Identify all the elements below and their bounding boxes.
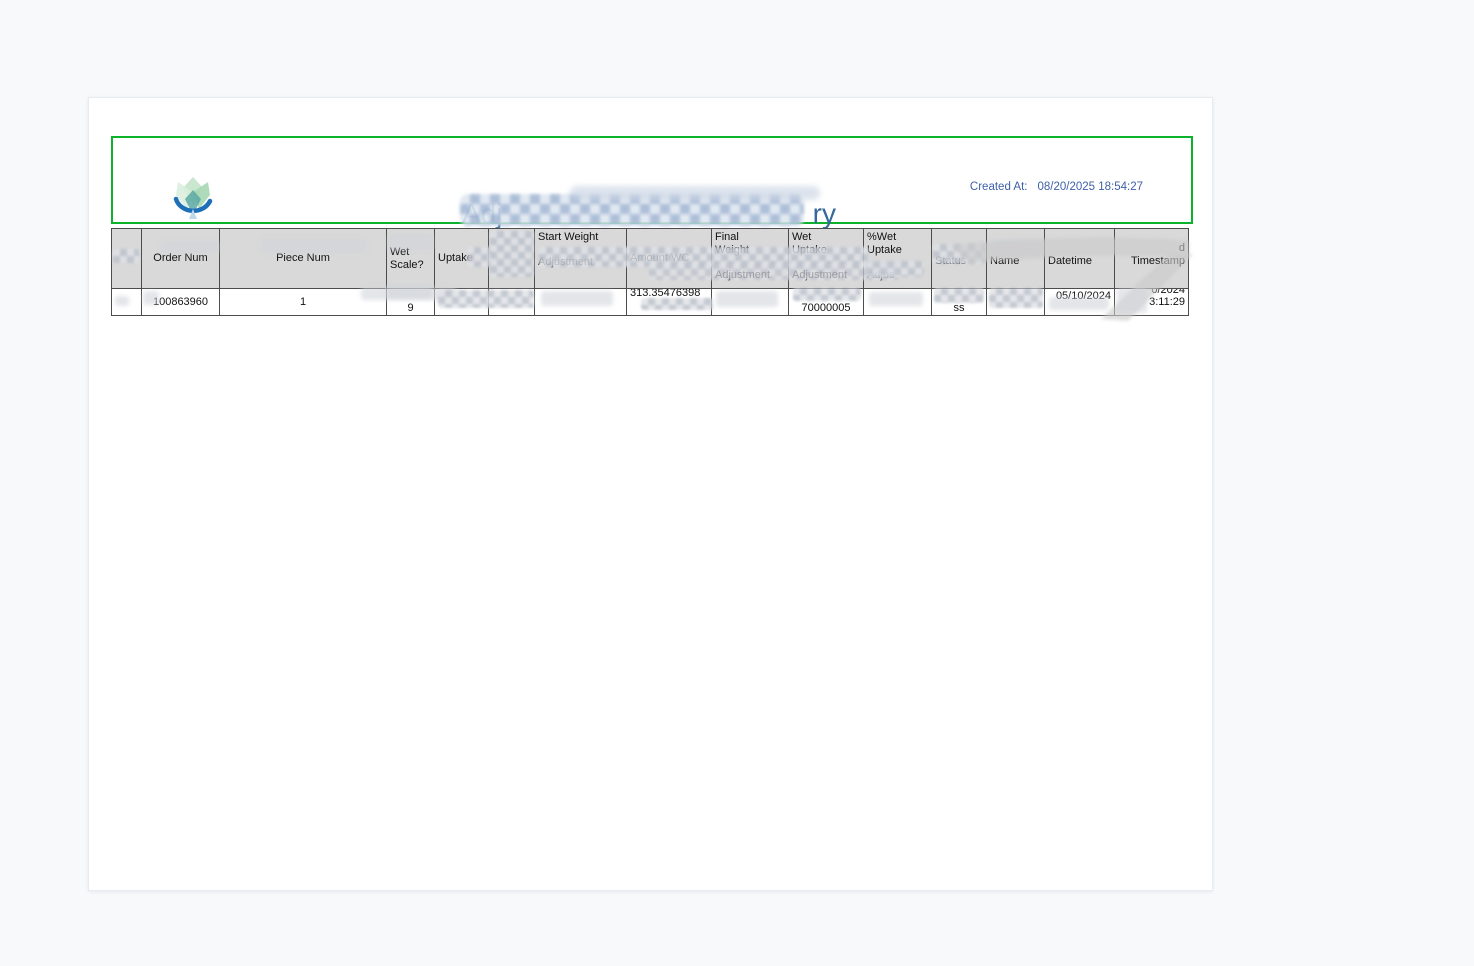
created-at: Created At: 08/20/2025 18:54:27 (970, 181, 1143, 193)
col-header-amount-wc: Amount WC (626, 228, 712, 289)
redaction-patch (570, 186, 820, 200)
report-title-fragment-start: Adj (462, 198, 503, 229)
col-header-timestamp: d Timestamp (1114, 228, 1189, 289)
company-logo-icon (173, 177, 213, 219)
col-header-order-num: Order Num (141, 228, 220, 289)
cell-redacted (534, 288, 627, 316)
col-header-name: Name (986, 228, 1045, 289)
report-page: Created At: 08/20/2025 18:54:27 Adj ry St… (88, 97, 1213, 891)
report-title-fragment-end: ry (812, 198, 836, 229)
table-header-row: Order Num Piece Num Wet Scale? Uptake St… (111, 228, 1189, 289)
cell-wet-scale: 9 (386, 288, 435, 316)
col-header-pct-wet-uptake-adjustment: %Wet Uptake Adjus (863, 228, 932, 289)
cell-wet-uptake-adjustment: 70000005 (788, 288, 864, 316)
table-row: 100863960 1 9 313.35476398 70000005 ss 0… (111, 288, 1189, 316)
cell-redacted (711, 288, 789, 316)
cell-redacted (488, 288, 535, 316)
cell-timestamp: 0/2024 3:11:29 (1114, 288, 1189, 316)
cell-amount-wc: 313.35476398 (626, 288, 712, 316)
created-at-label: Created At: (969, 181, 1028, 193)
cell-redacted (434, 288, 489, 316)
cell-redacted (863, 288, 932, 316)
col-header-final-weight-adjustment: Final Weight Adjustment (711, 228, 789, 289)
cell-piece-num: 1 (219, 288, 387, 316)
cell-redacted (111, 288, 142, 316)
report-header: Created At:08/20/2025 18:54:27 Adj ry St… (111, 136, 1193, 254)
cell-redacted (986, 288, 1045, 316)
report-title: Adj ry (460, 186, 840, 232)
report-table: Order Num Piece Num Wet Scale? Uptake St… (111, 228, 1189, 316)
col-header-wet-scale: Wet Scale? (386, 228, 435, 289)
cell-datetime: 05/10/2024 (1044, 288, 1115, 316)
cell-status: ss (931, 288, 987, 316)
col-header-redacted (488, 228, 535, 289)
col-header-piece-num: Piece Num (219, 228, 387, 289)
col-header-start-weight-adjustment: Start Weight Adjustment (534, 228, 627, 289)
col-header-wet-uptake-adjustment: Wet Uptake Adjustment (788, 228, 864, 289)
cell-order-num: 100863960 (141, 288, 220, 316)
col-header-redacted (111, 228, 142, 289)
col-header-status: Status (931, 228, 987, 289)
col-header-datetime: Datetime (1044, 228, 1115, 289)
col-header-uptake: Uptake (434, 228, 489, 289)
created-at-value: 08/20/2025 18:54:27 (1037, 181, 1143, 193)
redaction-patch (460, 194, 804, 226)
